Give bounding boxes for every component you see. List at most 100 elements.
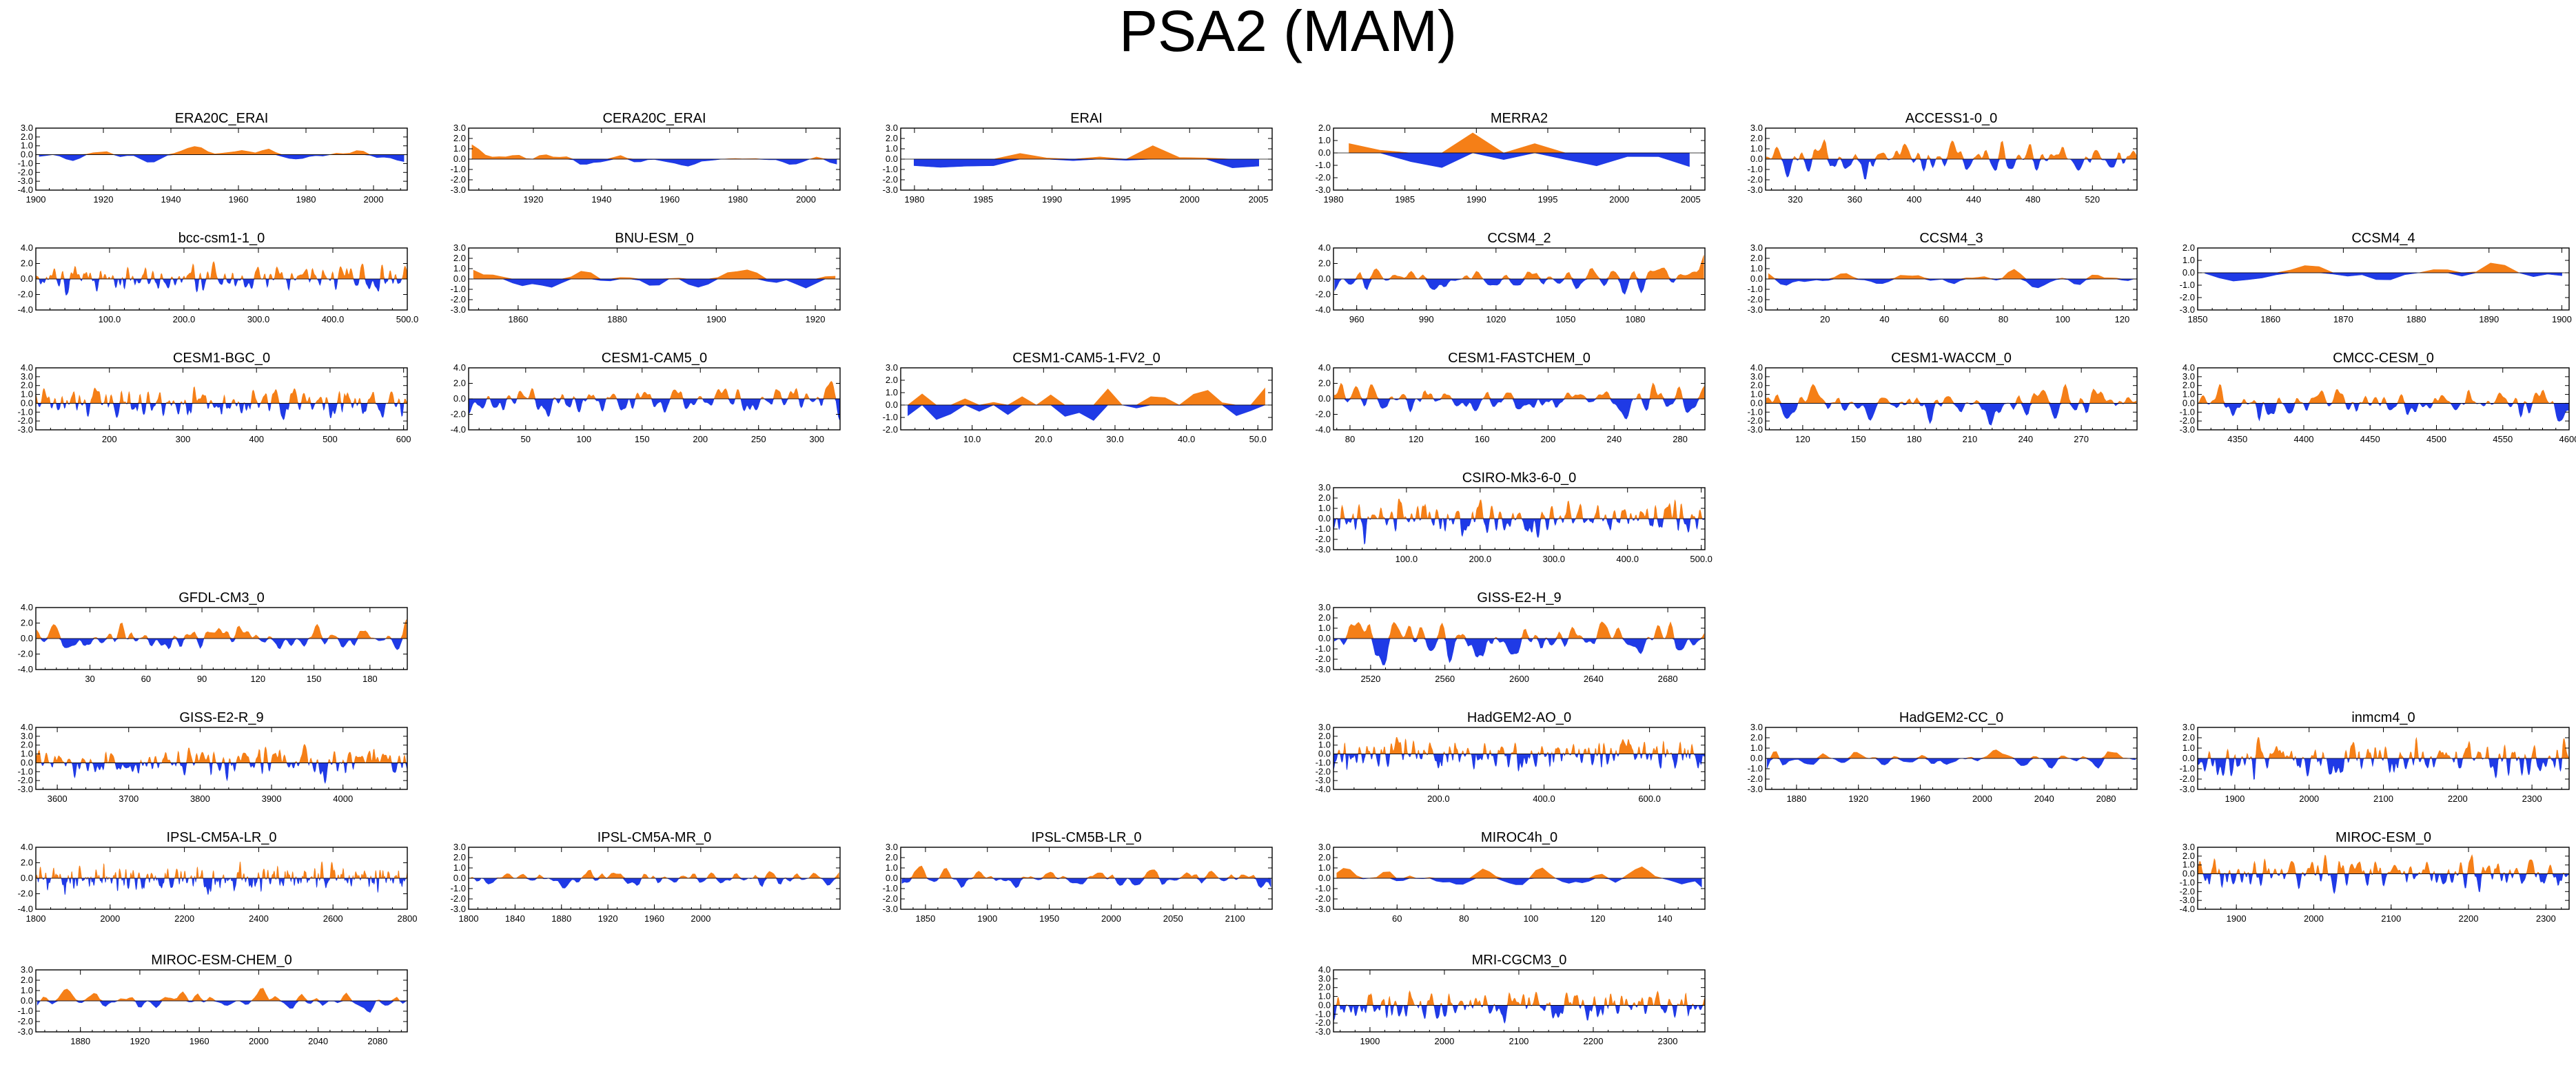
y-tick-label: 1.0	[1750, 143, 1763, 154]
y-tick-label: -4.0	[1316, 784, 1331, 794]
y-tick-label: 1.0	[453, 263, 466, 273]
x-tick-label: 500.0	[396, 314, 419, 324]
y-tick-label: -1.0	[883, 412, 898, 422]
x-tick-label: 400	[249, 434, 264, 444]
x-tick-label: 2100	[1225, 913, 1245, 924]
y-tick-label: -4.0	[18, 664, 33, 674]
y-tick-label: 2.0	[21, 132, 33, 142]
x-tick-label: 1050	[1555, 314, 1575, 324]
x-tick-label: 4500	[2426, 434, 2446, 444]
y-tick-label: -4.0	[18, 904, 33, 914]
x-tick-label: 1900	[706, 314, 726, 324]
x-tick-label: 2000	[691, 913, 711, 924]
y-tick-label: -3.0	[2180, 304, 2195, 315]
x-tick-label: 1880	[1786, 794, 1806, 804]
y-tick-label: -1.0	[883, 164, 898, 174]
positive-anomaly-area	[1768, 269, 2134, 280]
x-tick-label: 150	[307, 674, 322, 684]
x-tick-label: 2000	[1101, 913, 1121, 924]
y-tick-label: 3.0	[453, 242, 466, 253]
negative-anomaly-area	[908, 404, 1265, 421]
positive-anomaly-area	[914, 145, 1259, 160]
y-tick-label: 0.0	[21, 995, 33, 1006]
y-tick-label: -2.0	[2180, 774, 2195, 784]
y-tick-label: 2.0	[21, 380, 33, 391]
panel-hadgem2-cc-0: HadGEM2-CC_0 3.02.01.00.0-1.0-2.0-3.0 1880…	[1748, 710, 2138, 804]
negative-anomaly-area	[1336, 878, 1702, 888]
y-tick-label: 1.0	[1750, 263, 1763, 273]
x-tick-label: 440	[1966, 194, 1981, 205]
positive-anomaly-area	[1333, 990, 1705, 1006]
negative-anomaly-area	[36, 278, 407, 296]
x-tick-label: 400.0	[322, 314, 345, 324]
panel-mri-cgcm3-0: MRI-CGCM3_0 4.03.02.01.00.0-1.0-2.0-3.0 19…	[1316, 953, 1706, 1046]
y-tick-label: -3.0	[1316, 904, 1331, 914]
x-tick-label: 1880	[607, 314, 627, 324]
panel-title: ACCESS1-0_0	[1905, 111, 1997, 126]
x-tick-label: 250	[751, 434, 766, 444]
x-tick-label: 2005	[1249, 194, 1269, 205]
y-tick-label: -1.0	[18, 406, 33, 417]
y-tick-label: -2.0	[2180, 292, 2195, 302]
x-tick-label: 300	[809, 434, 824, 444]
panel-csiro-mk3-6-0-0: CSIRO-Mk3-6-0_0 3.02.01.00.0-1.0-2.0-3.0 1…	[1316, 470, 1713, 564]
x-tick-label: 990	[1419, 314, 1434, 324]
y-tick-label: 0.0	[2183, 753, 2195, 763]
x-tick-label: 1985	[973, 194, 993, 205]
y-tick-label: 3.0	[1750, 722, 1763, 732]
y-tick-label: -1.0	[451, 164, 466, 174]
x-tick-label: 60	[1939, 314, 1948, 324]
panel-cmcc-cesm-0: CMCC-CESM_0 4.03.02.01.00.0-1.0-2.0-3.0 43…	[2180, 351, 2576, 444]
plot-frame	[2197, 847, 2570, 910]
x-tick-label: 1995	[1111, 194, 1131, 205]
x-tick-label: 200	[102, 434, 117, 444]
y-tick-label: 4.0	[1318, 362, 1331, 373]
y-tick-label: -2.0	[1316, 534, 1331, 544]
positive-anomaly-area	[36, 261, 407, 280]
x-tick-label: 2000	[1180, 194, 1200, 205]
x-tick-label: 360	[1848, 194, 1863, 205]
y-tick-label: 3.0	[2183, 842, 2195, 852]
y-tick-label: 4.0	[453, 362, 466, 373]
negative-anomaly-area	[37, 1000, 407, 1013]
y-tick-label: 3.0	[2183, 371, 2195, 382]
panel-title: CSIRO-Mk3-6-0_0	[1462, 470, 1577, 486]
x-tick-label: 2080	[367, 1036, 387, 1046]
panel-cesm1-waccm-0: CESM1-WACCM_0 4.03.02.01.00.0-1.0-2.0-3.0…	[1748, 351, 2138, 444]
y-tick-label: -3.0	[883, 185, 898, 195]
y-tick-label: 3.0	[21, 371, 33, 382]
x-tick-label: 140	[1657, 913, 1673, 924]
plot-frame	[1333, 969, 1706, 1033]
x-tick-label: 1020	[1486, 314, 1506, 324]
x-tick-label: 1980	[728, 194, 748, 205]
x-tick-label: 2050	[1163, 913, 1183, 924]
panel-bnu-esm-0: BNU-ESM_0 3.02.01.00.0-1.0-2.0-3.0 1860 188…	[451, 231, 841, 324]
y-tick-label: 1.0	[886, 387, 898, 397]
y-tick-label: -2.0	[18, 649, 33, 659]
positive-anomaly-area	[901, 865, 1271, 879]
positive-anomaly-area	[37, 988, 406, 1002]
negative-anomaly-area	[1334, 278, 1704, 295]
y-tick-label: -2.0	[2180, 415, 2195, 426]
x-tick-label: 500	[323, 434, 338, 444]
y-tick-label: 2.0	[2183, 851, 2195, 861]
y-tick-label: -4.0	[1316, 424, 1331, 435]
y-tick-label: 2.0	[1318, 123, 1331, 133]
panel-title: IPSL-CM5A-LR_0	[166, 830, 276, 845]
y-tick-label: -2.0	[1316, 893, 1331, 904]
x-tick-label: 160	[1475, 434, 1490, 444]
y-tick-label: 0.0	[1318, 749, 1331, 759]
x-tick-label: 2400	[249, 913, 269, 924]
x-tick-label: 2200	[1584, 1036, 1604, 1046]
x-tick-label: 2000	[796, 194, 816, 205]
panel-title: CMCC-CESM_0	[2333, 351, 2434, 366]
y-tick-label: 4.0	[21, 842, 33, 852]
y-tick-label: -3.0	[1748, 784, 1763, 794]
y-tick-label: 2.0	[453, 852, 466, 862]
y-tick-label: 3.0	[886, 123, 898, 133]
y-tick-label: 0.0	[21, 633, 33, 643]
plot-frame	[35, 127, 408, 191]
positive-anomaly-area	[2198, 384, 2568, 404]
x-tick-label: 1960	[1910, 794, 1930, 804]
x-tick-label: 480	[2025, 194, 2041, 205]
